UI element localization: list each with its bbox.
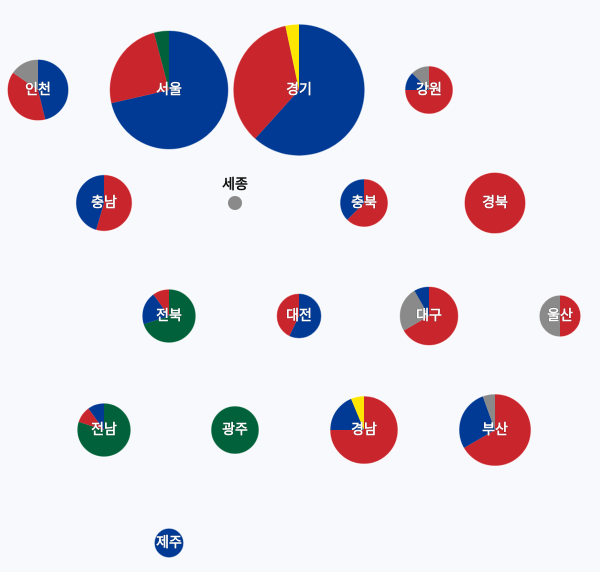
pie-outline — [75, 174, 133, 232]
pie-slice-blue — [88, 403, 104, 430]
pie-slice-gray — [482, 393, 495, 430]
pie-slice-blue — [289, 293, 322, 339]
region-pie-16: 제주 — [153, 527, 185, 559]
region-label: 전북 — [156, 307, 182, 324]
region-label: 광주 — [222, 421, 248, 438]
pie-slice-blue — [458, 396, 495, 449]
region-pie-0: 인천 — [6, 58, 70, 122]
pie-outline — [339, 178, 389, 228]
pie-slice-red — [78, 408, 104, 430]
pie-slice-red — [403, 286, 459, 346]
pie-outline — [210, 405, 260, 455]
pie-outline — [141, 288, 197, 344]
pie-outline — [463, 171, 527, 235]
region-pie-12: 전남 — [76, 402, 132, 458]
region-pie-9: 대전 — [276, 293, 322, 339]
pie-slice-blue — [339, 178, 364, 220]
pie-slice-gray — [539, 295, 560, 337]
region-label: 대전 — [286, 307, 312, 324]
pie-slice-red — [7, 72, 46, 121]
pie-slice-blue — [110, 30, 229, 150]
pie-slice-gray — [12, 59, 38, 90]
region-label: 울산 — [547, 307, 573, 324]
region-pie-14: 경남 — [329, 395, 399, 465]
pie-slice-blue — [142, 294, 169, 325]
pie-outline — [109, 30, 229, 150]
pie-slice-blue — [38, 59, 69, 120]
pie-slice-yellow — [350, 396, 364, 430]
pie-slice-green — [210, 405, 260, 455]
pie-slice-blue — [404, 73, 429, 90]
pie-outline — [6, 58, 70, 122]
region-pie-7: 경북 — [463, 171, 527, 235]
pie-slice-blue — [414, 286, 429, 316]
pie-slice-red — [233, 25, 299, 139]
pie-outline — [76, 402, 132, 458]
pie-slice-green — [153, 30, 169, 90]
region-pie-10: 대구 — [399, 286, 459, 346]
region-pie-8: 전북 — [141, 288, 197, 344]
region-pie-1: 서울 — [109, 30, 229, 150]
region-label: 경남 — [351, 421, 377, 438]
region-label: 제주 — [156, 535, 182, 551]
pie-slice-blue — [75, 174, 104, 231]
pie-slice-red — [153, 289, 169, 316]
pie-outline — [399, 286, 459, 346]
region-pie-5: 세종 — [222, 177, 248, 210]
pie-slice-green — [143, 289, 196, 343]
pie-slice-gray — [412, 65, 429, 90]
region-pie-11: 울산 — [538, 294, 582, 338]
pie-outline — [153, 527, 185, 559]
pie-slice-gray — [228, 196, 242, 210]
pie-slice-red — [463, 393, 532, 467]
region-label: 부산 — [482, 421, 508, 438]
region-pie-15: 부산 — [458, 393, 532, 467]
region-label: 대구 — [416, 308, 442, 324]
pie-outline — [538, 294, 582, 338]
region-label: 충북 — [351, 195, 377, 211]
region-label: 전남 — [91, 421, 117, 438]
region-pie-3: 강원 — [404, 65, 454, 115]
pie-slice-red — [96, 174, 133, 232]
pie-outline — [404, 65, 454, 115]
region-label: 세종 — [222, 177, 248, 193]
pie-slice-gray — [399, 290, 429, 331]
pie-slice-blue — [330, 398, 364, 430]
region-label: 서울 — [156, 81, 182, 98]
region-label: 경북 — [482, 194, 508, 211]
region-pie-2: 경기 — [232, 23, 366, 157]
pie-slice-green — [77, 403, 131, 457]
region-pie-4: 충남 — [75, 174, 133, 232]
pie-outline — [329, 395, 399, 465]
region-label: 강원 — [416, 81, 442, 98]
pie-slice-yellow — [285, 24, 299, 90]
pie-slice-blue — [254, 24, 365, 156]
pie-slice-red — [347, 178, 389, 228]
pie-slice-blue — [154, 528, 184, 558]
region-label: 인천 — [25, 81, 51, 98]
region-label: 경기 — [286, 81, 312, 98]
pie-outline — [458, 393, 532, 467]
pie-slice-red — [109, 32, 169, 104]
region-pie-13: 광주 — [210, 405, 260, 455]
pie-outline — [232, 23, 366, 157]
pie-slice-red — [276, 293, 299, 337]
region-label: 충남 — [91, 194, 117, 211]
pie-slice-red — [560, 295, 581, 337]
pie-outline — [276, 293, 322, 339]
pie-slice-red — [464, 172, 526, 234]
region-pie-6: 충북 — [339, 178, 389, 228]
